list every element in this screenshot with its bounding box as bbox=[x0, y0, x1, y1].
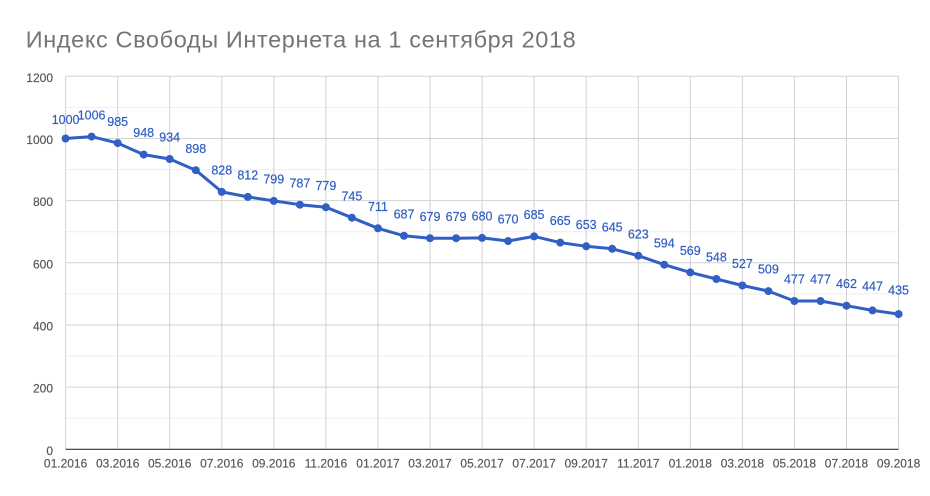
svg-text:01.2017: 01.2017 bbox=[356, 457, 400, 471]
svg-text:934: 934 bbox=[159, 131, 180, 145]
svg-text:985: 985 bbox=[107, 115, 128, 129]
svg-text:645: 645 bbox=[602, 220, 623, 234]
svg-text:07.2018: 07.2018 bbox=[825, 457, 869, 471]
svg-text:477: 477 bbox=[810, 273, 831, 287]
svg-text:711: 711 bbox=[368, 200, 388, 214]
svg-text:09.2017: 09.2017 bbox=[565, 457, 609, 471]
svg-text:05.2017: 05.2017 bbox=[460, 457, 504, 471]
svg-text:Индекс Свободы Интернета на 1: Индекс Свободы Интернета на 1 сентября 2… bbox=[26, 27, 577, 53]
svg-text:03.2017: 03.2017 bbox=[408, 457, 452, 471]
svg-text:828: 828 bbox=[211, 164, 232, 178]
svg-text:548: 548 bbox=[706, 251, 727, 265]
svg-text:1000: 1000 bbox=[26, 133, 53, 147]
svg-text:01.2018: 01.2018 bbox=[669, 457, 713, 471]
svg-text:11.2017: 11.2017 bbox=[617, 457, 660, 471]
svg-text:679: 679 bbox=[420, 210, 441, 224]
svg-text:1000: 1000 bbox=[52, 113, 80, 127]
svg-text:685: 685 bbox=[524, 208, 545, 222]
svg-text:03.2016: 03.2016 bbox=[96, 457, 140, 471]
svg-text:07.2016: 07.2016 bbox=[200, 457, 244, 471]
svg-text:623: 623 bbox=[628, 227, 649, 241]
svg-text:800: 800 bbox=[33, 195, 53, 209]
svg-text:1006: 1006 bbox=[78, 109, 106, 123]
svg-text:200: 200 bbox=[33, 382, 53, 396]
svg-text:0: 0 bbox=[46, 444, 53, 458]
svg-text:447: 447 bbox=[862, 280, 883, 294]
svg-text:05.2018: 05.2018 bbox=[773, 457, 817, 471]
svg-text:653: 653 bbox=[576, 218, 597, 232]
svg-text:687: 687 bbox=[394, 207, 415, 221]
svg-text:400: 400 bbox=[33, 320, 53, 334]
svg-text:812: 812 bbox=[237, 169, 258, 183]
svg-text:569: 569 bbox=[680, 244, 701, 258]
svg-text:745: 745 bbox=[341, 189, 362, 203]
svg-text:680: 680 bbox=[472, 210, 493, 224]
svg-text:527: 527 bbox=[732, 257, 753, 271]
svg-text:670: 670 bbox=[498, 213, 519, 227]
svg-text:799: 799 bbox=[263, 173, 284, 187]
svg-text:03.2018: 03.2018 bbox=[721, 457, 765, 471]
svg-text:600: 600 bbox=[33, 257, 53, 271]
svg-text:787: 787 bbox=[289, 176, 310, 190]
svg-text:09.2016: 09.2016 bbox=[252, 457, 296, 471]
svg-text:462: 462 bbox=[836, 277, 857, 291]
svg-text:01.2016: 01.2016 bbox=[44, 457, 88, 471]
svg-text:665: 665 bbox=[550, 214, 571, 228]
svg-text:679: 679 bbox=[446, 210, 467, 224]
svg-text:07.2017: 07.2017 bbox=[512, 457, 556, 471]
svg-text:477: 477 bbox=[784, 273, 805, 287]
svg-text:1200: 1200 bbox=[26, 71, 53, 85]
svg-text:779: 779 bbox=[315, 179, 336, 193]
svg-text:05.2016: 05.2016 bbox=[148, 457, 192, 471]
svg-text:09.2018: 09.2018 bbox=[877, 457, 921, 471]
svg-text:11.2016: 11.2016 bbox=[305, 457, 348, 471]
svg-text:594: 594 bbox=[654, 236, 675, 250]
svg-text:948: 948 bbox=[133, 126, 154, 140]
svg-text:435: 435 bbox=[888, 284, 909, 298]
svg-text:509: 509 bbox=[758, 263, 779, 277]
svg-text:898: 898 bbox=[185, 142, 206, 156]
